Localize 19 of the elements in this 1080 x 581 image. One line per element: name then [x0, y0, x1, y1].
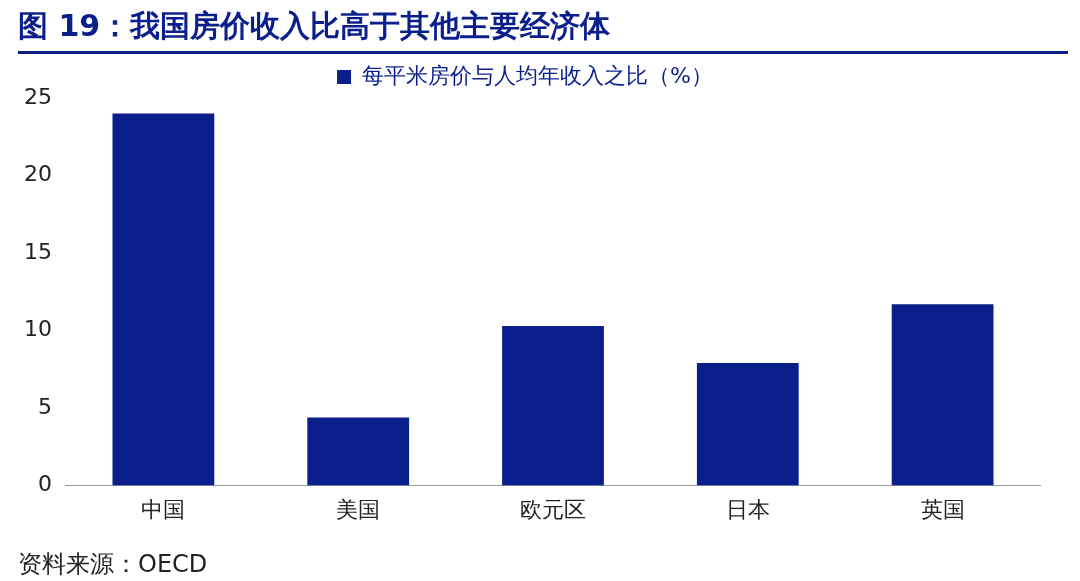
x-tick-label: 欧元区 [520, 496, 586, 522]
bar [502, 325, 604, 486]
bar [891, 304, 994, 486]
y-tick-label: 5 [37, 393, 52, 419]
bar [112, 113, 215, 486]
y-tick-label: 10 [23, 316, 52, 342]
x-tick-label: 中国 [141, 496, 186, 522]
y-tick-label: 0 [37, 471, 52, 497]
text: 资料来源：OECD [18, 549, 208, 580]
legend-label: 每平米房价与人均年收入之比（%） [362, 62, 713, 88]
bar [696, 363, 799, 486]
x-tick-label: 美国 [336, 496, 381, 522]
bar [307, 417, 410, 486]
chart-title: 图 19：我国房价收入比高于其他主要经济体 [18, 6, 1068, 54]
y-tick-label: 15 [23, 238, 52, 264]
x-tick-label: 日本 [725, 496, 770, 522]
y-tick-label: 25 [23, 83, 52, 109]
y-tick-label: 20 [23, 161, 52, 187]
x-tick-label: 英国 [920, 496, 965, 522]
